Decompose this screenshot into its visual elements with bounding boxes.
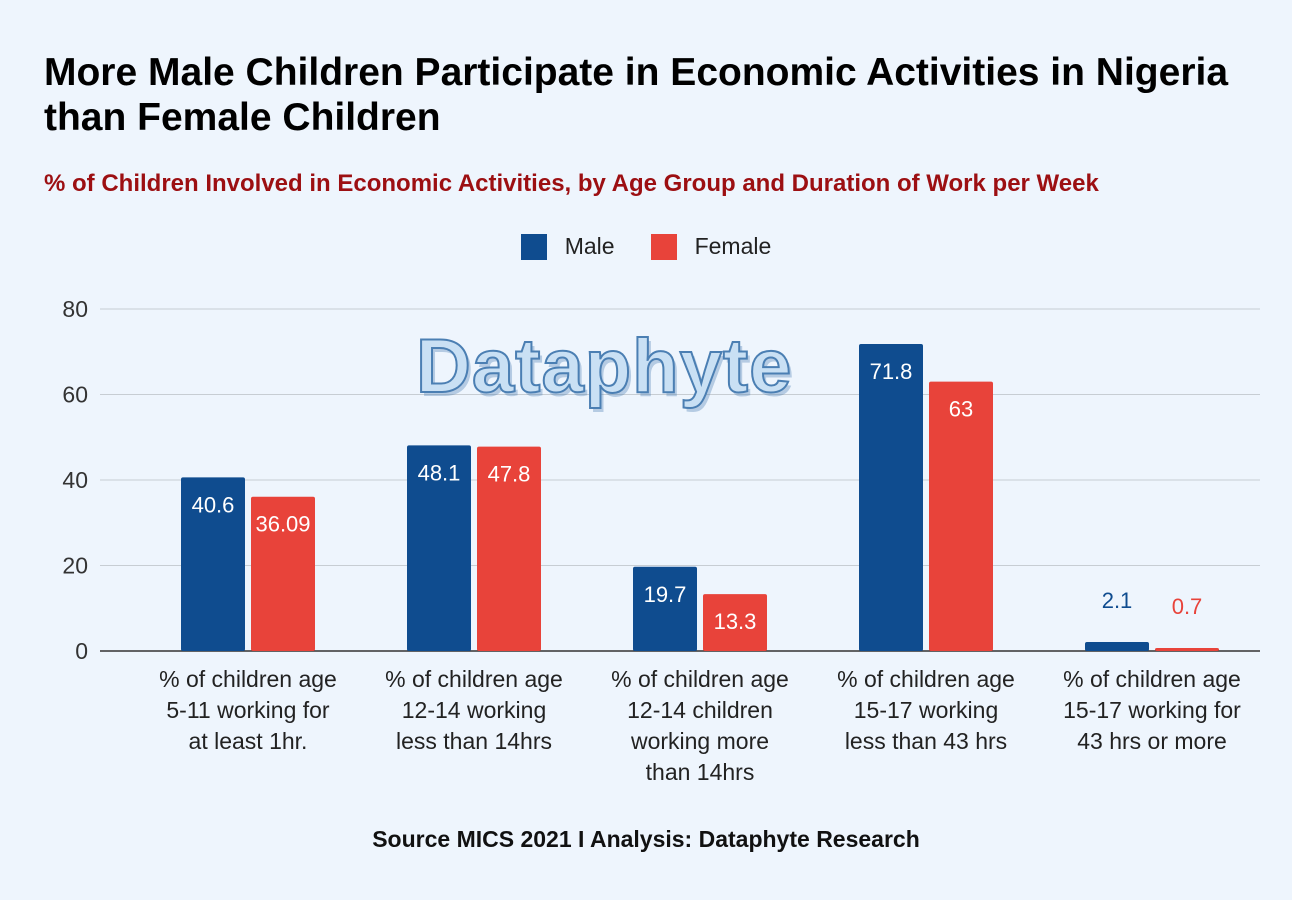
x-tick-label-line: % of children age bbox=[837, 666, 1015, 692]
x-tick-label-line: working more bbox=[630, 728, 769, 754]
x-tick-label-line: 12-14 working bbox=[402, 697, 546, 723]
legend-label-female: Female bbox=[694, 233, 772, 259]
legend-swatch-male bbox=[520, 233, 547, 260]
x-tick-label: % of children age 5-11 working for at leas… bbox=[159, 666, 337, 754]
y-tick-label: 20 bbox=[62, 553, 88, 579]
y-tick-label: 60 bbox=[62, 382, 88, 408]
bar-male bbox=[633, 566, 697, 651]
legend-item-female: Female bbox=[650, 233, 772, 260]
source-note: Source MICS 2021 I Analysis: Dataphyte R… bbox=[372, 826, 920, 852]
legend: Male Female bbox=[0, 233, 1292, 260]
legend-item-male: Male bbox=[520, 233, 615, 260]
x-tick-label-line: % of children age bbox=[1063, 666, 1241, 692]
data-label-male: 19.7 bbox=[644, 582, 687, 607]
x-tick-label-line: 12-14 children bbox=[627, 697, 773, 723]
legend-swatch-female bbox=[650, 233, 677, 260]
y-tick-label: 0 bbox=[75, 638, 88, 664]
bar-male bbox=[407, 445, 471, 651]
data-label-female: 47.8 bbox=[488, 462, 531, 487]
x-tick-label-line: % of children age bbox=[611, 666, 789, 692]
legend-label-male: Male bbox=[564, 233, 615, 259]
chart-subtitle: % of Children Involved in Economic Activ… bbox=[44, 170, 1099, 197]
x-tick-label: % of children age 15-17 working for 43 hrs… bbox=[1063, 666, 1241, 754]
y-tick-label: 40 bbox=[62, 467, 88, 493]
bar-female bbox=[251, 496, 315, 651]
chart-title: More Male Children Participate in Econom… bbox=[44, 51, 1229, 139]
bar-female bbox=[929, 381, 993, 651]
bar-male bbox=[859, 344, 923, 651]
x-tick-label-line: less than 14hrs bbox=[396, 728, 552, 754]
data-label-male: 71.8 bbox=[870, 359, 913, 384]
x-tick-label-line: less than 43 hrs bbox=[845, 728, 1007, 754]
x-tick-label: % of children age 12-14 children working m… bbox=[611, 666, 789, 785]
y-tick-label: 80 bbox=[62, 296, 88, 322]
x-tick-label-line: 43 hrs or more bbox=[1077, 728, 1227, 754]
data-label-male: 2.1 bbox=[1102, 588, 1133, 613]
data-label-female: 13.3 bbox=[714, 609, 757, 634]
data-label-female: 36.09 bbox=[255, 512, 310, 537]
x-tick-label: % of children age 15-17 working less than … bbox=[837, 666, 1015, 754]
x-tick-label-line: than 14hrs bbox=[646, 759, 755, 785]
x-tick-label-line: 15-17 working for bbox=[1063, 697, 1241, 723]
x-tick-label-line: 5-11 working for bbox=[166, 697, 330, 723]
data-label-male: 48.1 bbox=[418, 460, 461, 485]
x-tick-label-line: % of children age bbox=[385, 666, 563, 692]
x-tick-label: % of children age 12-14 working less than … bbox=[385, 666, 563, 754]
data-label-male: 40.6 bbox=[192, 492, 235, 517]
x-tick-label-line: % of children age bbox=[159, 666, 337, 692]
data-label-female: 0.7 bbox=[1172, 594, 1203, 619]
x-tick-label-line: 15-17 working bbox=[854, 697, 998, 723]
bar-male bbox=[1085, 642, 1149, 651]
bar-female bbox=[477, 446, 541, 651]
bar-male bbox=[181, 477, 245, 651]
watermark-logo: Dataphyte bbox=[415, 323, 793, 410]
bar-female bbox=[1155, 648, 1219, 651]
bar-female bbox=[703, 594, 767, 651]
x-tick-label-line: at least 1hr. bbox=[189, 728, 308, 754]
data-label-female: 63 bbox=[949, 397, 973, 422]
